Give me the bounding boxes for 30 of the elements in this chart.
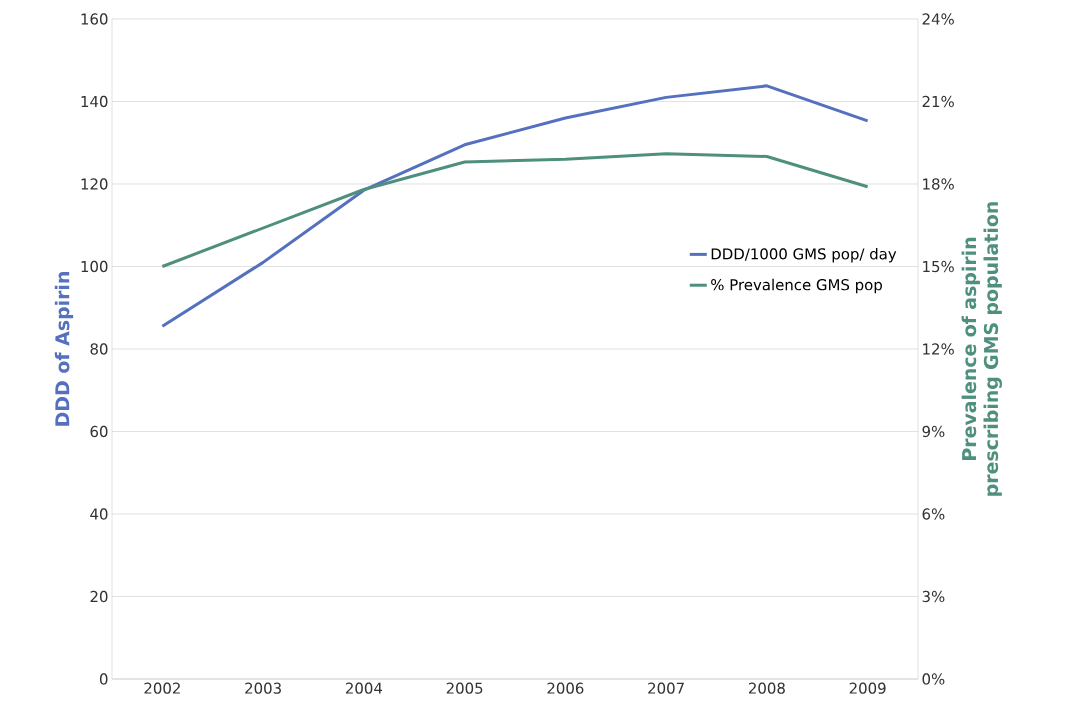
y2-tick-label: 18% (923, 178, 954, 190)
x-tick-label: 2006 (547, 682, 584, 694)
x-tick-label: 2005 (446, 682, 483, 694)
y2-tick-label: 24% (922, 13, 954, 25)
y-tick-label: 80 (90, 343, 108, 355)
y2-tick-label: 6% (922, 508, 945, 520)
legend-label: DDD/1000 GMS pop/ day (711, 247, 897, 263)
y-tick-label: 0 (99, 673, 108, 685)
y2-tick-label: 21% (922, 95, 954, 108)
y-tick-label: 20 (90, 590, 108, 603)
y-tick-label: 160 (81, 13, 108, 25)
legend-label: % Prevalence GMS pop (711, 278, 882, 294)
x-tick-label: 2009 (849, 682, 886, 694)
y-tick-label: 60 (90, 425, 108, 438)
y2-tick-label: 12% (923, 343, 954, 355)
y-tick-label: 40 (90, 508, 108, 520)
y2-tick-label: 3% (922, 590, 945, 603)
y-axis-title: DDD of Aspirin (54, 272, 74, 426)
y-tick-label: 140 (81, 95, 108, 108)
x-tick-label: 2004 (345, 682, 383, 694)
y2-tick-label: 15% (923, 260, 954, 273)
x-tick-label: 2003 (245, 682, 281, 694)
y2-axis-title: Prevalence of aspirin prescribing GMS population (961, 202, 1002, 496)
x-tick-label: 2007 (648, 682, 684, 694)
y-tick-label: 100 (81, 260, 108, 273)
y2-tick-label: 0% (922, 673, 945, 685)
y-tick-label: 120 (81, 178, 108, 190)
x-tick-label: 2002 (144, 682, 180, 694)
y2-tick-label: 9% (922, 425, 945, 438)
x-tick-label: 2008 (748, 682, 785, 694)
